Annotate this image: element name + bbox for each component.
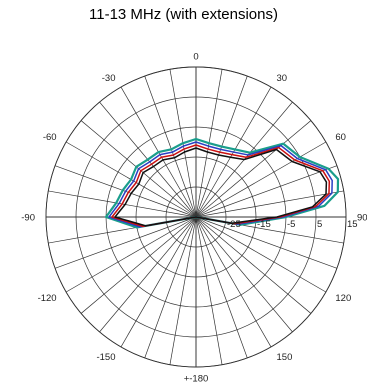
- series-line-3: [114, 147, 328, 227]
- radial-tick-label: -15: [257, 219, 271, 230]
- angle-tick-label: -150: [96, 352, 115, 363]
- radial-tick-label: 15: [347, 219, 358, 230]
- angle-gridline: [195, 216, 248, 359]
- angle-gridline: [195, 216, 312, 314]
- angle-gridline: [195, 190, 344, 218]
- angle-tick-label: +-180: [184, 374, 209, 385]
- radial-tick-label: -5: [287, 219, 295, 230]
- angle-tick-label: -60: [43, 132, 57, 143]
- angle-gridline: [99, 216, 197, 333]
- angle-gridline: [65, 216, 197, 293]
- series-line-0: [104, 137, 340, 229]
- angle-gridline: [195, 216, 272, 348]
- angle-tick-label: -30: [102, 73, 116, 84]
- radial-tick-label: 5: [317, 219, 322, 230]
- polar-series: [104, 137, 340, 229]
- angle-tick-label: -90: [21, 213, 35, 224]
- chart-title: 11-13 MHz (with extensions): [89, 6, 278, 23]
- angle-tick-label: 150: [277, 352, 293, 363]
- angle-gridline: [195, 165, 338, 218]
- angle-gridline: [195, 216, 338, 269]
- series-line-2: [111, 144, 331, 228]
- series-line-1: [108, 141, 333, 228]
- angle-tick-label: 120: [335, 293, 351, 304]
- angle-tick-label: 30: [277, 73, 288, 84]
- angle-gridline: [54, 216, 197, 269]
- angle-tick-label: 0: [193, 52, 198, 63]
- angle-tick-label: 90: [357, 213, 367, 224]
- angle-gridline: [195, 216, 327, 293]
- angle-gridline: [195, 120, 312, 218]
- radial-tick-label: -25: [227, 219, 241, 230]
- angle-gridline: [195, 141, 327, 218]
- angle-gridline: [195, 216, 223, 365]
- angle-gridline: [169, 216, 197, 365]
- angle-gridline: [80, 216, 197, 314]
- angle-tick-label: -120: [38, 293, 57, 304]
- angle-gridline: [120, 216, 197, 348]
- angle-tick-label: 60: [335, 132, 346, 143]
- angle-gridline: [144, 216, 197, 359]
- angle-gridline: [144, 75, 197, 218]
- polar-labels: 0 30 60 90 120 150 +-180 -150 -120 -90 -60 -30 -25 -1…: [21, 52, 367, 385]
- angle-gridline: [195, 216, 293, 333]
